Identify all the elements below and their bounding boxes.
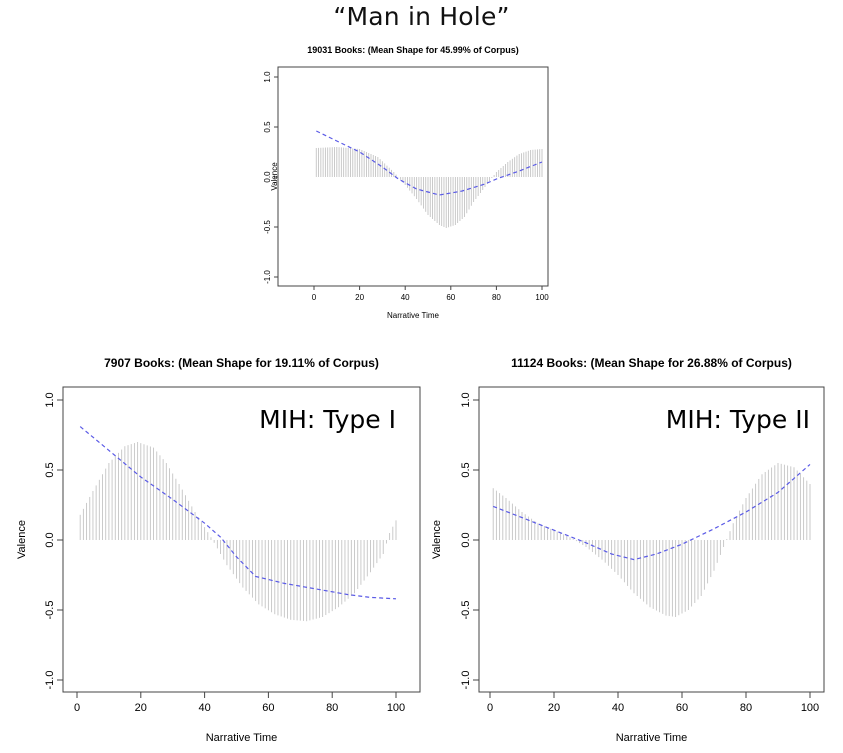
x-tick-label: 0 [487,702,493,714]
y-tick-label: 0.5 [44,462,56,477]
chart-main: 0 20 40 60 80 100 -1.0 -0.5 0.0 0.5 1.0 19031 Books… [263,45,549,320]
x-tick-label: 100 [535,293,549,302]
y-tick-label: 0.0 [460,532,472,547]
bars [492,463,811,617]
x-tick-label: 80 [326,702,338,714]
chart-left: 0 20 40 60 80 100 -1.0 -0.5 0.0 0.5 1.0 7907 Books:… [16,356,421,744]
y-axis-label: Valence [270,162,279,191]
chart-title: 11124 Books: (Mean Shape for 26.88% of C… [511,356,792,370]
x-tick-label: 60 [676,702,688,714]
series-line [492,463,811,561]
y-tick-label: -0.5 [44,601,56,620]
x-tick-label: 100 [387,702,405,714]
y-tick-label: -0.5 [460,601,472,620]
x-tick-label: 60 [262,702,274,714]
y-axis-label: Valence [431,520,443,559]
x-axis-label: Narrative Time [387,311,440,320]
x-tick-label: 40 [198,702,210,714]
y-tick-label: 1.0 [44,392,56,407]
chart-right: 0 20 40 60 80 100 -1.0 -0.5 0.0 0.5 1.0 11124 Books… [431,356,825,744]
y-tick-label: 1.0 [460,392,472,407]
x-tick-label: 100 [801,702,819,714]
y-tick-label: 0.5 [460,462,472,477]
chart-title: 7907 Books: (Mean Shape for 19.11% of Co… [104,356,379,370]
x-tick-label: 60 [446,293,455,302]
y-tick-label: -1.0 [44,671,56,690]
y-tick-label: -1.0 [460,671,472,690]
y-tick-label: 1.0 [263,71,272,83]
chart-title: 19031 Books: (Mean Shape for 45.99% of C… [307,45,519,55]
y-tick-label: 0.0 [44,532,56,547]
y-tick-label: -1.0 [263,270,272,284]
y-tick-label: 0.0 [263,171,272,183]
x-tick-label: 20 [135,702,147,714]
slide-title: “Man in Hole” [333,2,510,31]
type-annotation: MIH: Type II [666,405,810,434]
bars [315,147,543,228]
x-tick-label: 0 [74,702,80,714]
type-annotation: MIH: Type I [259,405,396,434]
x-tick-label: 40 [612,702,624,714]
x-tick-label: 80 [492,293,501,302]
x-axis-label: Narrative Time [206,732,278,744]
x-tick-label: 40 [401,293,410,302]
x-tick-label: 0 [312,293,317,302]
x-tick-label: 20 [548,702,560,714]
y-tick-label: -0.5 [263,220,272,234]
x-axis-label: Narrative Time [616,732,688,744]
x-tick-label: 80 [740,702,752,714]
bars [79,442,397,622]
series-line [316,130,543,196]
y-axis-label: Valence [16,520,28,559]
y-tick-label: 0.5 [263,121,272,133]
series-line [79,426,397,600]
x-tick-label: 20 [355,293,364,302]
